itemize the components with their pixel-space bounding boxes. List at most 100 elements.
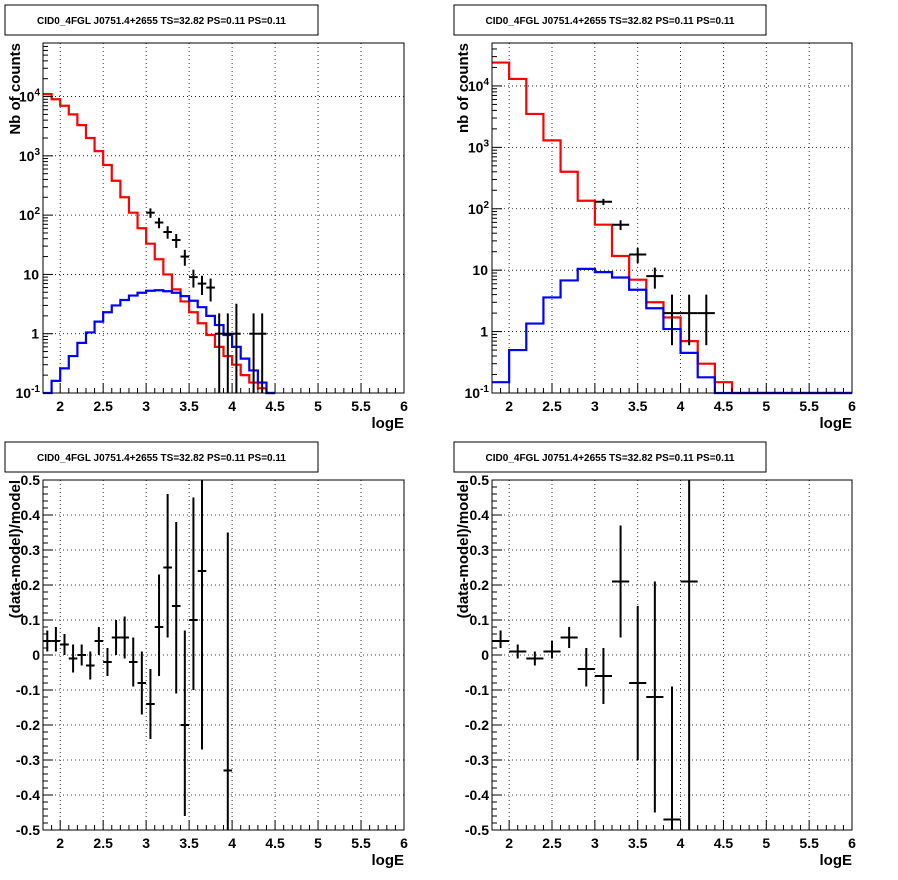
data-point [120,616,129,659]
y-axis: 10-1 1 10 102 103 104 [16,42,53,401]
y-tick-label: -0.5 [465,822,489,838]
data-point [223,313,233,393]
x-tick-label: 4.5 [714,398,734,414]
y-tick-label: 0.2 [21,577,41,593]
data-point [629,606,647,760]
x-axis: 2 2.5 3 3.5 4 4.5 5 5.5 6 [42,383,408,414]
x-tick-label: 5.5 [351,398,371,414]
data-point [189,497,198,690]
y-tick-label: 0 [481,647,489,663]
data-point [103,648,112,676]
data-point [137,651,147,715]
x-axis: 2 2.5 3 3.5 4 4.5 5 5.5 6 [491,383,856,414]
y-axis: 10-1 1 10 102 103 104 [465,42,502,401]
x-tick-label: 3 [591,835,599,851]
x-tick-label: 6 [848,398,856,414]
x-tick-label: 4.5 [714,835,734,851]
data-point [526,651,544,666]
data-point [663,686,681,830]
y-tick-label: -0.3 [465,752,489,768]
chart-title: CID0_4FGL J0751.4+2655 TS=32.82 PS=0.11 … [37,16,286,27]
chart-panel-1: CID0_4FGL J0751.4+2655 TS=32.82 PS=0.11 … [4,4,408,432]
data-point [697,294,715,346]
series-model-source-line [492,267,852,395]
x-tick-label: 3.5 [179,398,199,414]
chart-title-box [4,441,319,473]
x-tick-label: 5 [762,835,770,851]
x-tick-label: 2 [505,835,513,851]
data-point [77,644,86,666]
y-tick-label: -0.4 [465,787,489,803]
y-axis: -0.5 -0.4 -0.3 -0.2 -0.1 0 0.1 0.2 0.3 0.4 0.5 [465,472,502,838]
data-point [646,267,664,289]
data-point [180,249,190,266]
chart-panel-3: CID0_4FGL J0751.4+2655 TS=32.82 PS=0.11 … [4,441,408,869]
chart-title: CID0_4FGL J0751.4+2655 TS=32.82 PS=0.11 … [486,16,735,27]
data-point [111,620,121,655]
y-tick-label: 1 [31,326,39,342]
y-tick-label: 10 [23,266,39,282]
y-tick-label: 0.5 [21,472,41,488]
x-tick-label: 2 [505,398,513,414]
y-axis: -0.5 -0.4 -0.3 -0.2 -0.1 0 0.1 0.2 0.3 0.4 0.5 [16,472,53,838]
y-tick-label: 104 [19,88,41,105]
chart-title-box [4,4,319,36]
data-point [594,648,612,704]
y-tick-label: 10-1 [465,384,490,401]
x-axis-label: logE [820,415,853,432]
data-point [51,627,61,652]
y-axis-label: nb of counts [455,43,472,133]
y-tick-label: 0.5 [470,472,490,488]
y-tick-label: -0.2 [465,717,489,733]
y-tick-label: 0.3 [21,542,41,558]
data-point [663,294,681,346]
data-point [543,641,561,659]
data-point [257,313,267,393]
x-tick-label: 3.5 [628,398,648,414]
y-tick-label: -0.3 [16,752,40,768]
series-model-total-line [492,61,852,395]
data-point [68,644,78,673]
x-tick-label: 5.5 [351,835,371,851]
y-axis-label: (data-model)/model [7,480,24,618]
data-point [154,217,164,229]
chart-grid [492,43,852,393]
y-tick-label: 102 [19,206,41,223]
y-tick-label: 0.4 [21,507,41,523]
y-tick-label: -0.1 [465,682,489,698]
x-tick-label: 2.5 [93,835,113,851]
x-tick-label: 3 [142,398,150,414]
x-tick-label: 2.5 [93,398,113,414]
x-tick-label: 3 [591,398,599,414]
y-axis-label: (data-model)/model [455,480,472,618]
data-point [180,630,190,816]
y-tick-label: 0 [32,647,40,663]
y-tick-label: 103 [19,147,41,164]
x-tick-label: 3.5 [179,835,199,851]
data-point [60,634,69,655]
data-point [146,669,155,739]
data-point [94,627,104,655]
x-tick-label: 4 [677,835,685,851]
data-point [249,313,258,393]
x-tick-label: 4.5 [265,835,285,851]
chart-title-box [453,4,767,36]
data-point [206,278,215,302]
data-point [171,522,181,694]
y-tick-label: 0.3 [470,542,490,558]
y-tick-label: 102 [468,200,490,217]
series-model-total-line [43,92,276,395]
data-point [612,220,630,231]
x-tick-label: 4 [228,835,236,851]
data-point [223,532,233,830]
series-model-source-line [43,289,276,395]
data-point [85,651,95,680]
data-point [577,648,595,687]
x-tick-label: 5 [762,398,770,414]
x-axis-label: logE [372,415,405,432]
chart-title: CID0_4FGL J0751.4+2655 TS=32.82 PS=0.11 … [486,453,735,464]
x-axis: 2 2.5 3 3.5 4 4.5 5 5.5 6 [42,820,408,851]
x-tick-label: 3.5 [628,835,648,851]
